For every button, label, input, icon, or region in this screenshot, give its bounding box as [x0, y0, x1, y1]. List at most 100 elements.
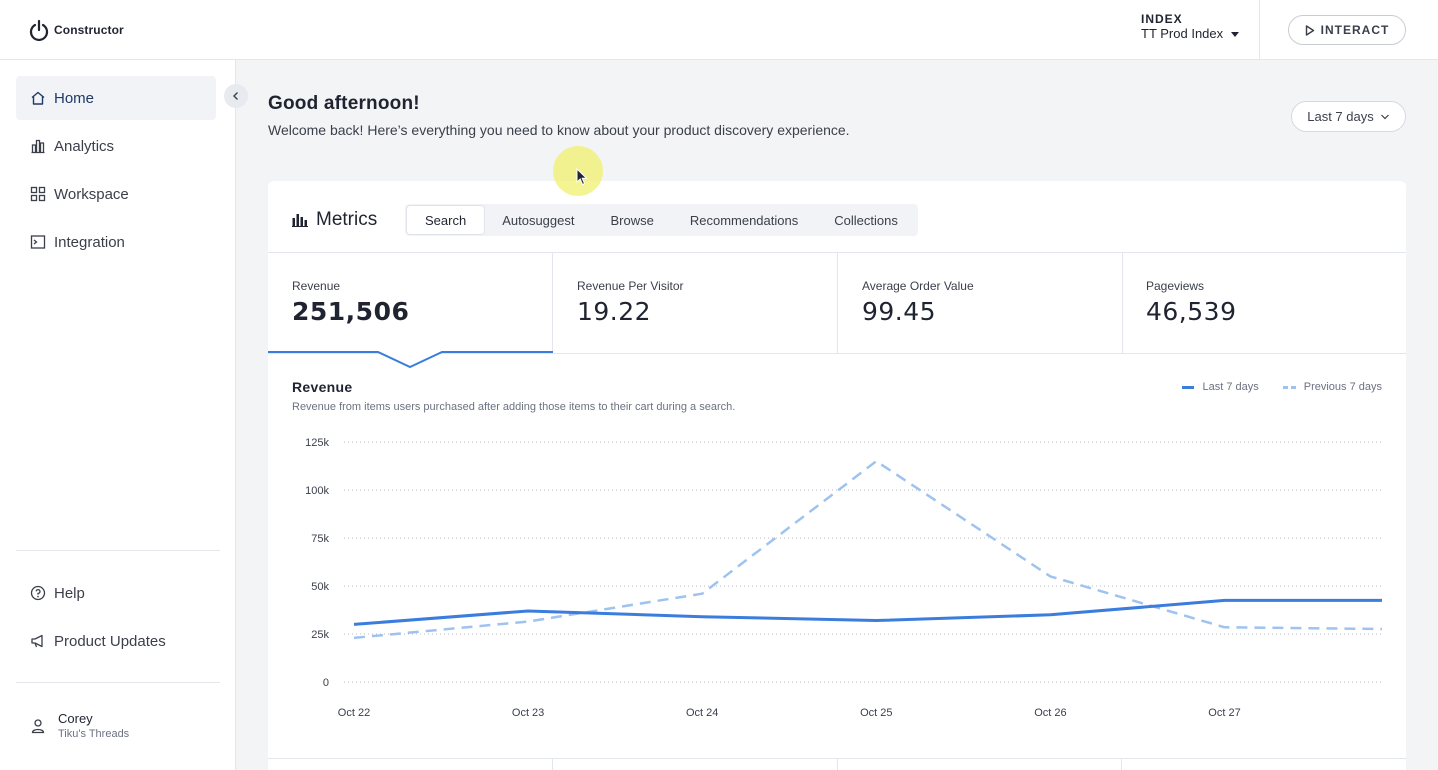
kpi-label: Revenue Per Visitor — [577, 279, 684, 293]
topbar-divider — [1259, 0, 1260, 60]
sidebar-item-label: Workspace — [54, 185, 129, 203]
metrics-title-text: Metrics — [316, 209, 378, 230]
user-org: Tiku's Threads — [58, 728, 130, 740]
chevron-left-icon — [233, 92, 238, 100]
y-tick-label: 0 — [323, 677, 329, 689]
kpi-label: Revenue — [292, 279, 341, 293]
x-tick-label: Oct 26 — [1034, 707, 1066, 719]
legend-label: Last 7 days — [1202, 381, 1259, 393]
kpi-label: Average Order Value — [862, 279, 974, 293]
home-icon — [31, 91, 45, 105]
kpi-label: Pageviews — [1146, 279, 1205, 293]
sidebar-item-label: Analytics — [54, 137, 115, 155]
x-tick-label: Oct 23 — [512, 707, 544, 719]
collapse-sidebar-button[interactable] — [224, 84, 248, 108]
x-tick-label: Oct 24 — [686, 707, 718, 719]
legend-item-last-7-days[interactable]: Last 7 days — [1182, 381, 1259, 393]
legend-swatch-dashed — [1282, 385, 1296, 389]
card-divider — [268, 758, 1406, 759]
user-icon — [31, 718, 45, 733]
page-title: Good afternoon! — [268, 93, 420, 114]
index-selector[interactable]: INDEX TT Prod Index — [1141, 12, 1240, 42]
integration-icon — [30, 235, 46, 249]
tab-recommendations[interactable]: Recommendations — [689, 212, 799, 228]
x-tick-label: Oct 22 — [338, 707, 370, 719]
megaphone-icon — [31, 634, 43, 648]
sidebar-item-product-updates[interactable]: Product Updates — [16, 619, 216, 663]
logo-text: Constructor — [54, 23, 124, 37]
series-line-previous-7-days[interactable] — [353, 459, 1399, 640]
x-tick-label: Oct 25 — [860, 707, 892, 719]
sidebar-item-integration[interactable]: Integration — [16, 220, 216, 264]
kpi-value: 46,539 — [1146, 297, 1237, 326]
welcome-text: Welcome back! Here’s everything you need… — [268, 122, 850, 138]
sidebar: Home Analytics Workspace Integration Hel… — [0, 60, 236, 770]
user-profile[interactable]: Corey Tiku's Threads — [30, 711, 129, 740]
index-value-row: TT Prod Index — [1141, 26, 1240, 42]
metrics-header: Metrics Search Autosuggest Browse Recomm… — [268, 181, 1406, 253]
kpi-value: 251,506 — [292, 297, 410, 326]
kpi-value: 19.22 — [577, 297, 652, 326]
tab-browse[interactable]: Browse — [610, 212, 654, 228]
x-tick-label: Oct 27 — [1208, 707, 1240, 719]
analytics-icon — [31, 139, 45, 154]
sidebar-item-home[interactable]: Home — [16, 76, 216, 120]
kpi-average-order-value[interactable]: Average Order Value 99.45 — [838, 253, 1123, 353]
legend-label: Previous 7 days — [1303, 381, 1382, 393]
top-bar: Constructor INDEX TT Prod Index INTERACT — [0, 0, 1438, 60]
bar-chart-icon — [292, 214, 308, 227]
kpi-row: Revenue 251,506 Revenue Per Visitor 19.2… — [268, 253, 1407, 369]
sidebar-item-help[interactable]: Help — [16, 571, 216, 615]
legend-item-previous-7-days[interactable]: Previous 7 days — [1282, 381, 1382, 393]
mouse-cursor-icon — [576, 168, 588, 186]
kpi-value: 99.45 — [862, 297, 937, 326]
chart-title: Revenue — [292, 379, 353, 395]
tab-autosuggest[interactable]: Autosuggest — [502, 212, 575, 228]
sidebar-item-label: Help — [54, 584, 85, 602]
metrics-card: Metrics Search Autosuggest Browse Recomm… — [268, 181, 1406, 770]
user-name: Corey — [58, 711, 93, 726]
index-label: INDEX — [1141, 12, 1183, 26]
sidebar-item-label: Integration — [54, 233, 125, 251]
date-range-label: Last 7 days — [1307, 109, 1374, 124]
active-kpi-indicator — [268, 351, 553, 369]
bottom-cell-divider — [552, 759, 553, 770]
chart-subtitle: Revenue from items users purchased after… — [292, 401, 736, 413]
y-tick-label: 25k — [311, 629, 329, 641]
kpi-revenue-per-visitor[interactable]: Revenue Per Visitor 19.22 — [553, 253, 838, 353]
legend-swatch-solid — [1182, 385, 1195, 389]
revenue-line-chart: 0 25k 50k 75k 100k 125k Oct 22 Oct 23 Oct 24 Oct … — [305, 437, 1403, 719]
user-info: Corey Tiku's Threads — [58, 711, 129, 740]
workspace-icon — [30, 186, 46, 202]
x-tick-label: O — [1394, 707, 1403, 719]
kpi-revenue[interactable]: Revenue 251,506 — [268, 253, 553, 353]
metrics-title: Metrics — [292, 209, 377, 231]
caret-down-icon — [1231, 31, 1240, 37]
sidebar-divider — [16, 550, 220, 551]
sidebar-item-analytics[interactable]: Analytics — [16, 124, 216, 168]
y-tick-label: 50k — [311, 581, 329, 593]
sidebar-item-label: Product Updates — [54, 632, 166, 650]
index-value: TT Prod Index — [1141, 26, 1224, 41]
y-tick-label: 100k — [305, 485, 329, 497]
play-icon — [1305, 24, 1314, 36]
interact-button[interactable]: INTERACT — [1288, 15, 1406, 45]
metrics-tabs: Search Autosuggest Browse Recommendation… — [405, 204, 918, 236]
chevron-down-icon — [1380, 114, 1389, 119]
tab-search[interactable]: Search — [407, 206, 485, 234]
kpi-pageviews[interactable]: Pageviews 46,539 — [1122, 253, 1407, 353]
help-icon — [30, 585, 46, 601]
bottom-cell-divider — [837, 759, 838, 770]
tab-collections[interactable]: Collections — [834, 212, 898, 228]
y-tick-label: 125k — [305, 437, 329, 449]
chart-legend: Last 7 days Previous 7 days — [1182, 381, 1382, 393]
logo[interactable]: Constructor — [29, 19, 124, 41]
bottom-cell-divider — [1121, 759, 1122, 770]
date-range-dropdown[interactable]: Last 7 days — [1291, 101, 1406, 132]
interact-label: INTERACT — [1320, 23, 1390, 37]
power-logo-icon — [29, 19, 49, 41]
sidebar-item-label: Home — [54, 89, 95, 107]
sidebar-item-workspace[interactable]: Workspace — [16, 172, 216, 216]
series-line-last-7-days[interactable] — [353, 598, 1399, 626]
sidebar-divider — [16, 682, 220, 683]
